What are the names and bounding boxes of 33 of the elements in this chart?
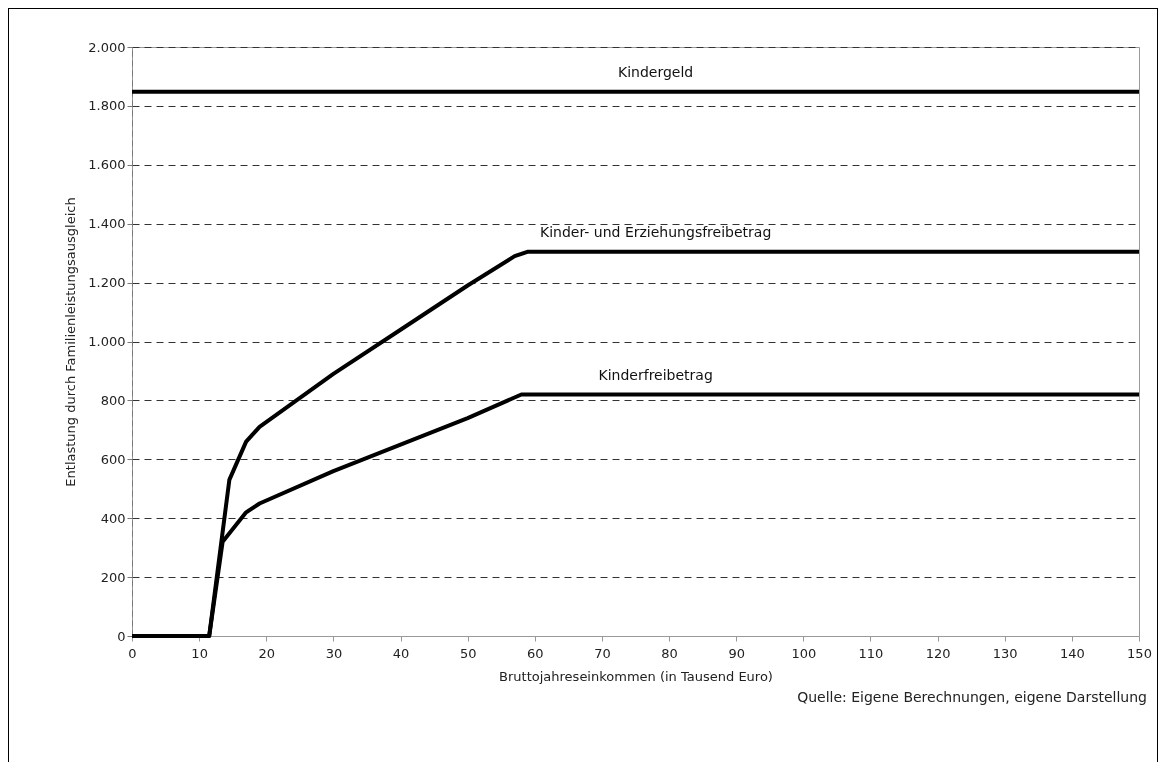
source-note: Quelle: Eigene Berechnungen, eigene Darstellung <box>797 689 1147 705</box>
y-tick-label: 1.800 <box>88 98 126 114</box>
x-tick-label: 70 <box>594 645 611 661</box>
x-axis-title: Bruttojahreseinkommen (in Tausend Euro) <box>499 668 773 684</box>
x-tick-label: 20 <box>258 645 276 661</box>
x-tick-label: 140 <box>1059 645 1085 661</box>
y-tick-label: 1.600 <box>88 157 126 173</box>
x-tick-label: 120 <box>925 645 951 661</box>
y-tick-label: 1.000 <box>88 334 126 349</box>
y-tick-label: 1.200 <box>88 275 126 291</box>
x-tick-label: 60 <box>527 645 544 661</box>
x-tick-label: 110 <box>858 645 884 661</box>
y-tick-label: 1.400 <box>88 216 126 232</box>
y-tick-label: 800 <box>100 392 126 408</box>
x-tick-label: 80 <box>661 645 678 661</box>
y-tick-label: 2.000 <box>88 39 126 55</box>
series-label: Kindergeld <box>618 63 694 80</box>
x-tick-label: 40 <box>392 645 410 661</box>
series-label: Kinderfreibetrag <box>598 366 713 383</box>
x-tick-label: 130 <box>992 645 1018 661</box>
x-tick-label: 30 <box>325 645 343 661</box>
x-tick-label: 150 <box>1127 645 1152 661</box>
y-axis-title: Entlastung durch Familienleistungsausgleich <box>63 197 79 487</box>
x-tick-label: 0 <box>128 645 137 661</box>
x-tick-label: 50 <box>459 645 477 661</box>
y-tick-label: 400 <box>100 510 126 526</box>
x-tick-label: 10 <box>191 645 208 661</box>
y-tick-label: 600 <box>100 451 126 467</box>
x-tick-label: 90 <box>728 645 745 661</box>
x-tick-label: 100 <box>791 645 817 661</box>
series-label: Kinder- und Erziehungsfreibetrag <box>540 223 772 240</box>
y-tick-label: 200 <box>100 569 126 585</box>
y-tick-label: 0 <box>117 628 126 644</box>
